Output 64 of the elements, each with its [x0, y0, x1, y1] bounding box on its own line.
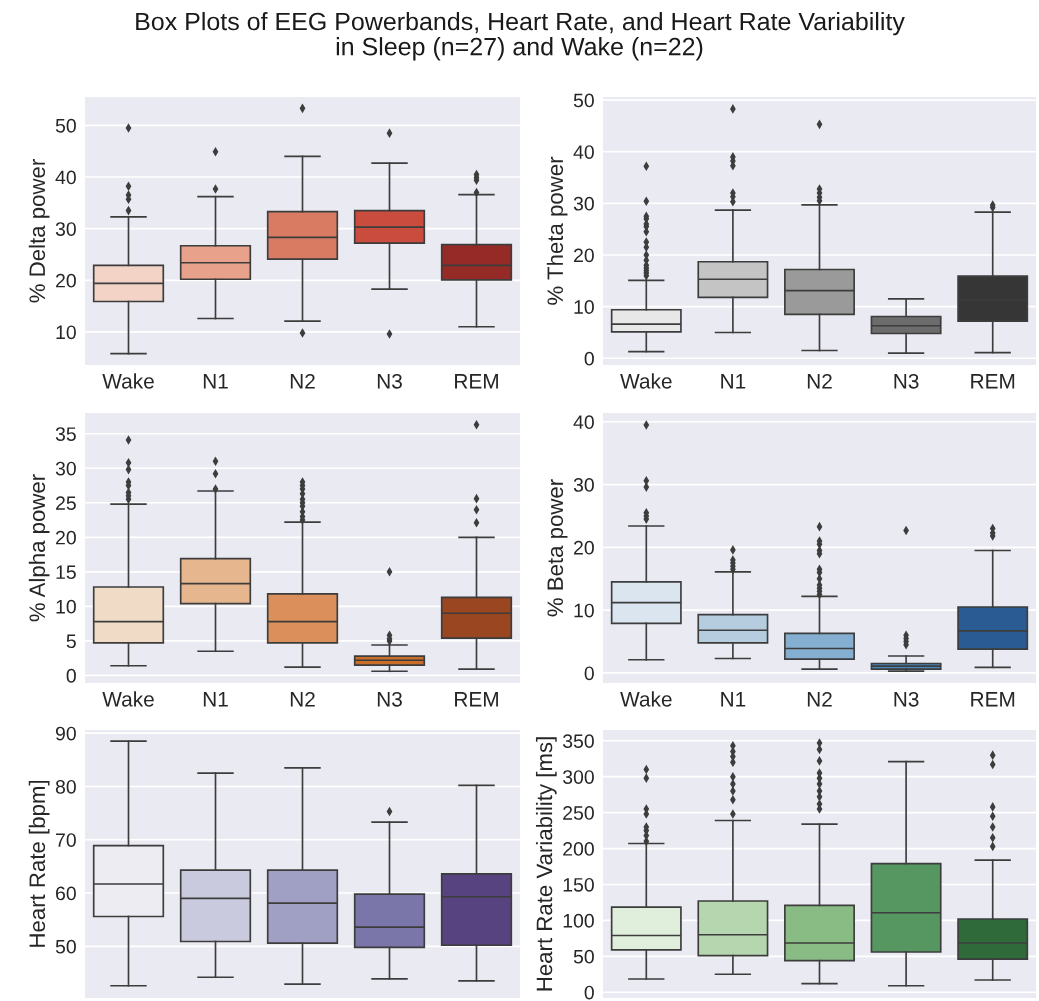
- x-tick-label: N1: [721, 692, 746, 707]
- y-tick-label: 10: [574, 300, 594, 314]
- y-tick-label: 10: [56, 599, 76, 614]
- y-tick-label: 0: [66, 668, 76, 683]
- x-tick-label: N2: [290, 373, 315, 389]
- y-tick-label: 350: [562, 734, 594, 749]
- y-tick-label: 250: [563, 806, 594, 820]
- y-tick-label: 0: [584, 985, 594, 1000]
- x-tick-label: REM: [971, 374, 1015, 389]
- x-tick-label: N1: [203, 692, 228, 707]
- x-tick-label: Wake: [102, 691, 154, 707]
- x-tick-label: Wake: [620, 373, 672, 389]
- y-axis-title: % Theta power: [546, 156, 568, 305]
- y-tick-label: 10: [574, 603, 594, 618]
- y-tick-label: 50: [573, 93, 594, 108]
- y-tick-label: 20: [574, 248, 594, 263]
- y-tick-label: 30: [55, 461, 76, 476]
- y-tick-label: 0: [584, 351, 594, 366]
- x-tick-label: REM: [455, 692, 498, 707]
- y-tick-label: 0: [584, 666, 594, 681]
- x-tick-label: N2: [290, 691, 315, 707]
- y-axis-title: % Beta power: [547, 479, 568, 617]
- x-tick-label: REM: [455, 374, 498, 389]
- y-tick-label: 15: [56, 565, 76, 580]
- y-tick-label: 60: [56, 886, 76, 901]
- y-tick-label: 20: [56, 530, 76, 545]
- x-tick-label: N1: [203, 374, 228, 389]
- y-tick-label: 10: [56, 325, 76, 340]
- y-axis-title: Heart Rate Variability [ms]: [535, 737, 557, 991]
- x-tick-label: Wake: [102, 373, 154, 389]
- y-tick-label: 80: [55, 779, 76, 794]
- x-tick-label: REM: [971, 692, 1015, 707]
- y-tick-label: 50: [55, 939, 76, 954]
- y-tick-label: 90: [55, 726, 76, 741]
- y-axis-title: % Delta power: [28, 159, 50, 303]
- y-tick-label: 30: [573, 478, 594, 492]
- x-tick-label: N2: [807, 373, 832, 389]
- y-tick-label: 150: [563, 877, 594, 892]
- x-tick-label: N3: [894, 373, 919, 389]
- x-tick-label: N3: [377, 691, 402, 707]
- y-tick-label: 70: [56, 833, 76, 847]
- y-tick-label: 40: [573, 145, 594, 159]
- y-tick-label: 40: [55, 170, 76, 185]
- y-tick-label: 5: [66, 634, 76, 649]
- y-tick-label: 30: [573, 196, 594, 211]
- x-tick-label: N2: [807, 691, 832, 707]
- y-tick-label: 20: [56, 273, 76, 288]
- y-tick-label: 50: [573, 949, 594, 964]
- chart-title: Box Plots of EEG Powerbands, Heart Rate, and Heart Rate Variability in Sleep (n=27) and Wake (n=22): [136, 12, 905, 61]
- x-tick-label: Wake: [620, 691, 672, 707]
- y-tick-label: 200: [563, 842, 594, 856]
- y-tick-label: 100: [563, 913, 594, 928]
- y-tick-label: 25: [56, 496, 76, 511]
- y-tick-label: 50: [55, 118, 76, 133]
- y-tick-label: 20: [574, 540, 594, 555]
- x-tick-label: N3: [894, 691, 919, 707]
- y-tick-label: 35: [55, 427, 76, 441]
- y-tick-label: 300: [562, 770, 594, 784]
- y-tick-label: 30: [55, 222, 76, 236]
- y-tick-label: 40: [573, 415, 594, 430]
- y-axis-title: Heart Rate [bpm]: [28, 780, 50, 947]
- y-axis-title: % Alpha power: [28, 474, 50, 622]
- x-tick-label: N3: [377, 373, 402, 389]
- x-tick-label: N1: [721, 374, 746, 389]
